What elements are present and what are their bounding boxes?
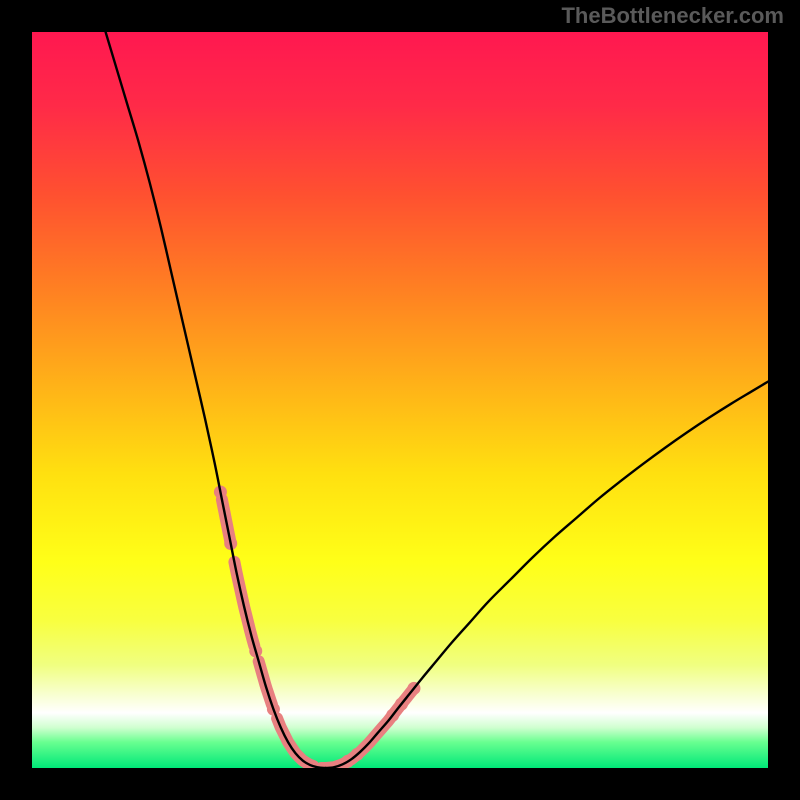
watermark-label: TheBottlenecker.com	[561, 3, 784, 29]
highlight-dash	[277, 718, 313, 766]
left-curve	[106, 32, 326, 768]
highlight-group	[214, 486, 421, 769]
chart-stage: TheBottlenecker.com	[0, 0, 800, 800]
chart-curves	[0, 0, 800, 800]
